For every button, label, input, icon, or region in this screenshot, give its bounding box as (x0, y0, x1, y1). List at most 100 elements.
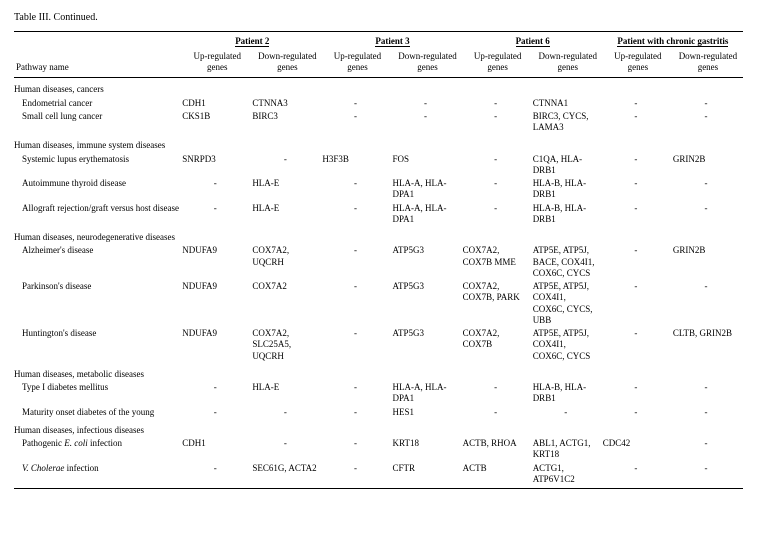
pathway-name: Parkinson's disease (14, 280, 182, 327)
pathway-name: Small cell lung cancer (14, 110, 182, 135)
gene-cell: - (673, 280, 743, 327)
gene-cell: - (322, 202, 392, 227)
table-row: Type I diabetes mellitus-HLA-E-HLA-A, HL… (14, 381, 743, 406)
gene-cell: - (252, 437, 322, 462)
table-row: Small cell lung cancerCKS1BBIRC3---BIRC3… (14, 110, 743, 135)
gene-cell: HLA-E (252, 177, 322, 202)
pathway-name: Autoimmune thyroid disease (14, 177, 182, 202)
gene-cell: - (603, 406, 673, 419)
gene-cell: C1QA, HLA-DRB1 (533, 153, 603, 178)
gene-cell: CDH1 (182, 97, 252, 110)
gene-cell: ATP5E, ATP5J, COX4I1, COX6C, CYCS, UBB (533, 280, 603, 327)
gene-cell: - (463, 153, 533, 178)
gene-cell: - (603, 202, 673, 227)
group-patient-6: Patient 6 (516, 36, 550, 47)
gene-cell: - (393, 97, 463, 110)
gene-cell: - (463, 202, 533, 227)
gene-cell: FOS (393, 153, 463, 178)
gene-cell: COX7A2, SLC25A5, UQCRH (252, 327, 322, 363)
col-up: Up-regulated genes (182, 48, 252, 78)
gene-cell: NDUFA9 (182, 280, 252, 327)
gene-cell: HLA-B, HLA-DRB1 (533, 177, 603, 202)
gene-cell: CFTR (393, 462, 463, 487)
col-down: Down-regulated genes (393, 48, 463, 78)
gene-cell: - (252, 406, 322, 419)
section-heading: Human diseases, immune system diseases (14, 134, 743, 152)
gene-cell: ATP5E, ATP5J, COX4I1, COX6C, CYCS (533, 327, 603, 363)
gene-cell: HLA-A, HLA-DPA1 (393, 381, 463, 406)
gene-cell: - (463, 381, 533, 406)
gene-cell: - (322, 177, 392, 202)
gene-cell: COX7A2, COX7B MME (463, 244, 533, 280)
gene-cell: ATP5G3 (393, 244, 463, 280)
gene-cell: - (322, 280, 392, 327)
gene-cell: - (463, 406, 533, 419)
gene-cell: NDUFA9 (182, 327, 252, 363)
table-row: Pathogenic E. coli infectionCDH1--KRT18A… (14, 437, 743, 462)
gene-cell: ATP5G3 (393, 327, 463, 363)
gene-cell: HLA-E (252, 202, 322, 227)
gene-cell: - (603, 381, 673, 406)
gene-cell: CDH1 (182, 437, 252, 462)
gene-cell: - (463, 177, 533, 202)
gene-cell: - (463, 110, 533, 135)
gene-cell: - (182, 381, 252, 406)
gene-cell: - (603, 153, 673, 178)
gene-cell: - (603, 97, 673, 110)
gene-cell: - (322, 437, 392, 462)
section-heading: Human diseases, neurodegenerative diseas… (14, 226, 743, 244)
gene-cell: - (673, 381, 743, 406)
group-patient-gastritis: Patient with chronic gastritis (617, 36, 728, 47)
table-row: Allograft rejection/graft versus host di… (14, 202, 743, 227)
gene-cell: SNRPD3 (182, 153, 252, 178)
gene-cell: - (182, 202, 252, 227)
gene-cell: ACTB, RHOA (463, 437, 533, 462)
gene-cell: CTNNA1 (533, 97, 603, 110)
table-row: Alzheimer's diseaseNDUFA9COX7A2, UQCRH-A… (14, 244, 743, 280)
gene-cell: - (673, 97, 743, 110)
gene-cell: HLA-A, HLA-DPA1 (393, 177, 463, 202)
gene-cell: - (673, 462, 743, 487)
table-body: Human diseases, cancersEndometrial cance… (14, 78, 743, 489)
gene-cell: COX7A2, COX7B, PARK (463, 280, 533, 327)
group-patient-3: Patient 3 (375, 36, 409, 47)
gene-cell: - (673, 177, 743, 202)
gene-cell: - (463, 97, 533, 110)
gene-cell: HLA-B, HLA-DRB1 (533, 381, 603, 406)
pathway-name: Huntington's disease (14, 327, 182, 363)
table-row: Huntington's diseaseNDUFA9COX7A2, SLC25A… (14, 327, 743, 363)
gene-cell: CLTB, GRIN2B (673, 327, 743, 363)
table-row: Systemic lupus erythematosisSNRPD3-H3F3B… (14, 153, 743, 178)
gene-cell: - (322, 110, 392, 135)
gene-cell: - (673, 437, 743, 462)
table-row: Parkinson's diseaseNDUFA9COX7A2-ATP5G3CO… (14, 280, 743, 327)
group-patient-2: Patient 2 (235, 36, 269, 47)
data-table: Patient 2 Patient 3 Patient 6 Patient wi… (14, 31, 743, 490)
pathway-name: Systemic lupus erythematosis (14, 153, 182, 178)
gene-cell: CTNNA3 (252, 97, 322, 110)
gene-cell: HES1 (393, 406, 463, 419)
gene-cell: SEC61G, ACTA2 (252, 462, 322, 487)
gene-cell: - (603, 327, 673, 363)
pathway-name: Alzheimer's disease (14, 244, 182, 280)
table-row: Endometrial cancerCDH1CTNNA3---CTNNA1-- (14, 97, 743, 110)
gene-cell: - (603, 177, 673, 202)
pathway-name: Maturity onset diabetes of the young (14, 406, 182, 419)
gene-cell: - (322, 327, 392, 363)
col-up: Up-regulated genes (603, 48, 673, 78)
table-row: Autoimmune thyroid disease-HLA-E-HLA-A, … (14, 177, 743, 202)
gene-cell: ATP5G3 (393, 280, 463, 327)
gene-cell: - (603, 110, 673, 135)
section-heading: Human diseases, infectious diseases (14, 419, 743, 437)
gene-cell: - (673, 110, 743, 135)
gene-cell: CKS1B (182, 110, 252, 135)
gene-cell: - (673, 406, 743, 419)
table-row: Maturity onset diabetes of the young---H… (14, 406, 743, 419)
table-header: Patient 2 Patient 3 Patient 6 Patient wi… (14, 31, 743, 78)
section-heading: Human diseases, cancers (14, 78, 743, 97)
table-title: Table III. Continued. (14, 12, 743, 25)
gene-cell: - (603, 280, 673, 327)
col-down: Down-regulated genes (673, 48, 743, 78)
gene-cell: CDC42 (603, 437, 673, 462)
gene-cell: - (182, 406, 252, 419)
